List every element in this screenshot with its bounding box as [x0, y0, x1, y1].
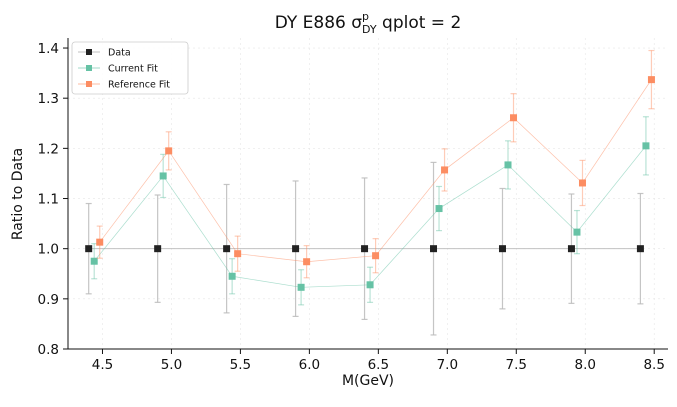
- data-point-current-fit: [435, 205, 443, 213]
- data-point-current-fit: [504, 161, 512, 169]
- x-tick-label: 8.0: [574, 357, 595, 373]
- x-tick-label: 5.5: [230, 357, 251, 373]
- legend-marker-data: [86, 49, 92, 55]
- y-tick-label: 0.8: [38, 342, 59, 358]
- chart-title-sub: DY: [362, 23, 377, 36]
- data-point-reference-fit: [303, 258, 311, 266]
- data-point-reference-fit: [372, 252, 380, 260]
- data-point-reference-fit: [647, 76, 655, 84]
- x-tick-label: 8.5: [643, 357, 664, 373]
- y-axis-label: Ratio to Data: [10, 148, 26, 240]
- plot-area: [85, 49, 655, 336]
- data-point-reference-fit: [578, 179, 586, 187]
- series-reference-fit: [96, 49, 655, 279]
- legend-label-current-fit: Current Fit: [108, 64, 158, 75]
- data-point-data: [498, 245, 506, 253]
- ticks: 0.8 0.9 1.0 1.1 1.2 1.3 1.4 4.5 5.0 5.5 6.0 6.5 7.0 7…: [38, 41, 665, 373]
- legend-box: [71, 41, 189, 95]
- legend-marker-reference-fit: [86, 81, 92, 87]
- chart-title-sup: p: [362, 10, 369, 23]
- data-point-reference-fit: [165, 147, 173, 155]
- legend: Data Current Fit Reference Fit: [71, 41, 189, 95]
- legend-label-data: Data: [108, 48, 131, 59]
- data-point-current-fit: [159, 172, 167, 180]
- x-tick-label: 5.0: [161, 357, 182, 373]
- data-point-reference-fit: [441, 166, 449, 174]
- x-tick-label: 6.0: [299, 357, 320, 373]
- y-tick-label: 1.3: [38, 91, 59, 107]
- data-point-current-fit: [228, 272, 236, 280]
- y-tick-label: 0.9: [38, 292, 59, 308]
- data-point-data: [430, 245, 438, 253]
- data-point-data: [154, 245, 162, 253]
- data-point-data: [567, 245, 575, 253]
- data-point-reference-fit: [510, 114, 518, 122]
- data-point-data: [85, 245, 93, 253]
- data-point-reference-fit: [234, 250, 242, 258]
- data-point-data: [636, 245, 644, 253]
- data-point-reference-fit: [96, 238, 104, 246]
- legend-label-reference-fit: Reference Fit: [108, 80, 170, 91]
- data-point-current-fit: [297, 283, 305, 291]
- data-point-current-fit: [642, 142, 650, 150]
- series-data: [85, 161, 644, 336]
- data-point-data: [361, 245, 369, 253]
- y-tick-label: 1.1: [38, 192, 59, 208]
- x-tick-label: 7.5: [506, 357, 527, 373]
- x-tick-label: 4.5: [92, 357, 113, 373]
- data-point-current-fit: [90, 257, 98, 265]
- data-point-data: [223, 245, 231, 253]
- x-tick-label: 7.0: [437, 357, 458, 373]
- series-current-fit: [90, 116, 650, 306]
- legend-marker-current-fit: [86, 65, 92, 71]
- data-point-data: [292, 245, 300, 253]
- y-tick-label: 1.4: [38, 41, 59, 57]
- x-axis-label: M(GeV): [342, 373, 394, 389]
- data-point-current-fit: [573, 228, 581, 236]
- y-tick-label: 1.2: [38, 141, 59, 157]
- data-point-current-fit: [366, 281, 374, 289]
- x-tick-label: 6.5: [368, 357, 389, 373]
- chart-title: DY E886 σp DY qplot = 2: [275, 10, 462, 36]
- y-tick-label: 1.0: [38, 242, 59, 258]
